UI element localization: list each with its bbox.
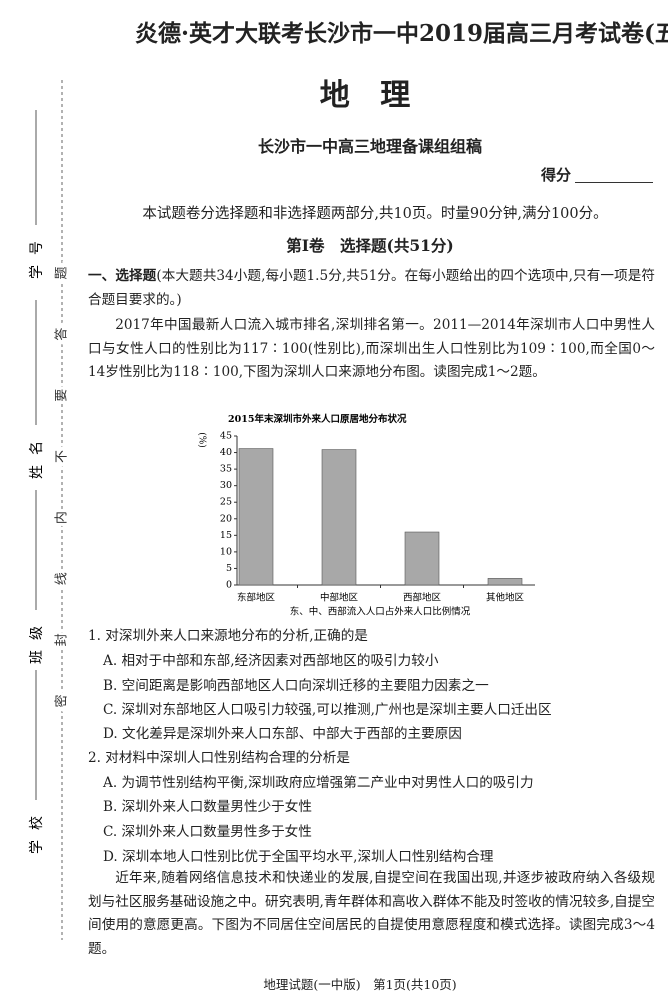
option: A. 为调节性别结构平衡,深圳政府应增强第二产业中对男性人口的吸引力 [103, 775, 534, 791]
question-stem: 1. 对深圳外来人口来源地分布的分析,正确的是 [88, 628, 368, 644]
option: C. 深圳外来人口数量男性多于女性 [103, 824, 312, 840]
y-axis-label: (%) [197, 432, 208, 448]
author: 长沙市一中高三地理备课组组稿 [257, 137, 482, 156]
option: B. 空间距离是影响西部地区人口向深圳迁移的主要阻力因素之一 [103, 678, 489, 694]
intro: 本试题卷分选择题和非选择题两部分,共10页。时量90分钟,满分100分。 [142, 206, 608, 222]
y-tick-label: 0 [226, 580, 232, 591]
field-label: 学号 [29, 231, 45, 279]
y-tick-label: 35 [220, 464, 232, 475]
x-tick-label: 东部地区 [237, 592, 276, 604]
y-tick-label: 40 [220, 447, 232, 458]
chart: 2015年末深圳市外来人口原居地分布状况 (%) 0 5 10 15 20 25 30 35 40 4… [197, 413, 535, 618]
y-tick-label: 25 [220, 497, 232, 508]
option: D. 深圳本地人口性别比优于全国平均水平,深圳人口性别结构合理 [103, 849, 494, 865]
option: D. 文化差异是深圳外来人口东部、中部大于西部的主要原因 [103, 726, 462, 742]
x-tick-label: 西部地区 [403, 592, 442, 604]
option: B. 深圳外来人口数量男性少于女性 [103, 799, 312, 815]
field-label: 姓名 [29, 431, 45, 479]
bar [321, 449, 357, 586]
instruction: 一、选择题(本大题共34小题,每小题1.5分,共51分。在每小题给出的四个选项中… [88, 265, 655, 312]
question-stem: 2. 对材料中深圳人口性别结构合理的分析是 [88, 750, 350, 766]
score-label: 得分 [541, 166, 572, 184]
margin: 学号 姓名 班级 学校 密 封 线 内 不 要 答 题 [28, 80, 73, 940]
y-tick-label: 5 [226, 563, 232, 574]
bar [404, 531, 440, 586]
paragraph: 近年来,随着网络信息技术和快递业的发展,自提空间在我国出现,并逐步被政府纳入各级… [88, 870, 655, 957]
y-tick-label: 20 [220, 513, 232, 524]
x-axis-label: 东、中、西部流入人口占外来人口比例情况 [290, 606, 471, 618]
bar [238, 448, 274, 586]
chart-title: 2015年末深圳市外来人口原居地分布状况 [228, 413, 407, 425]
option: C. 深圳对东部地区人口吸引力较强,可以推测,广州也是深圳主要人口迁出区 [103, 702, 552, 718]
x-tick-label: 其他地区 [486, 592, 525, 604]
y-tick-label: 10 [220, 546, 232, 557]
instruction-lead: 一、选择题 [88, 268, 157, 284]
field-label: 班级 [29, 616, 45, 664]
seal-text: 密 封 线 内 不 要 答 题 [54, 245, 70, 708]
exam-title: 炎德·英才大联考长沙市一中2019届高三月考试卷(五) [135, 20, 668, 47]
subject: 地 理 [319, 78, 411, 113]
section-title: 第Ⅰ卷 选择题(共51分) [286, 236, 454, 255]
bar [487, 578, 523, 586]
paragraph: 2017年中国最新人口流入城市排名,深圳排名第一。2011—2014年深圳市人口… [88, 317, 655, 380]
instruction-text: (本大题共34小题,每小题1.5分,共51分。在每小题给出的四个选项中,只有一项… [88, 268, 655, 308]
footer: 地理试题(一中版) 第1页(共10页) [263, 977, 457, 992]
x-tick-label: 中部地区 [320, 592, 359, 604]
score-line [575, 182, 653, 183]
option: A. 相对于中部和东部,经济因素对西部地区的吸引力较小 [103, 653, 439, 669]
y-tick-label: 15 [220, 530, 232, 541]
y-tick-label: 30 [220, 480, 232, 491]
y-tick-label: 45 [220, 431, 232, 442]
field-label: 学校 [28, 806, 45, 854]
